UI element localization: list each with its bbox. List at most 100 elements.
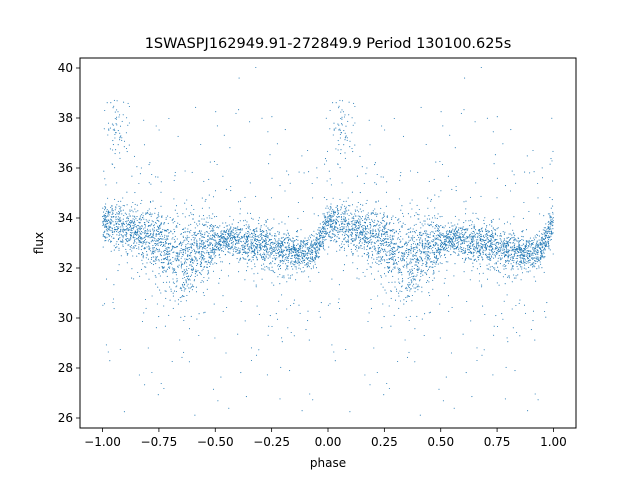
data-point bbox=[383, 251, 385, 253]
data-point bbox=[326, 150, 329, 152]
data-point bbox=[439, 243, 442, 245]
data-point bbox=[508, 275, 510, 277]
data-point bbox=[348, 223, 350, 225]
data-point bbox=[521, 252, 523, 254]
data-point bbox=[322, 221, 324, 223]
data-point bbox=[219, 243, 221, 246]
data-point bbox=[336, 205, 338, 207]
data-point bbox=[144, 247, 146, 249]
data-point bbox=[191, 289, 193, 291]
data-point bbox=[346, 210, 348, 212]
data-point bbox=[473, 227, 475, 229]
data-point bbox=[535, 280, 537, 282]
data-point bbox=[197, 251, 199, 253]
data-point bbox=[472, 245, 474, 247]
data-point bbox=[364, 227, 367, 229]
data-point bbox=[449, 134, 451, 136]
data-point bbox=[489, 269, 491, 271]
data-point bbox=[504, 250, 506, 252]
data-point bbox=[248, 225, 250, 228]
data-point bbox=[279, 260, 281, 262]
data-point bbox=[290, 249, 293, 251]
data-point bbox=[132, 237, 134, 239]
data-point bbox=[530, 253, 532, 255]
data-point bbox=[274, 242, 276, 244]
data-point bbox=[369, 240, 371, 242]
data-point bbox=[263, 254, 265, 256]
data-point bbox=[186, 255, 188, 257]
data-point bbox=[306, 263, 308, 266]
data-point bbox=[115, 213, 117, 216]
data-point bbox=[148, 219, 150, 221]
data-point bbox=[203, 276, 205, 279]
data-point bbox=[344, 132, 346, 134]
data-point bbox=[228, 230, 230, 232]
data-point bbox=[353, 240, 355, 242]
data-point bbox=[368, 312, 370, 314]
data-point bbox=[468, 240, 470, 242]
data-point bbox=[399, 220, 401, 223]
data-point bbox=[378, 232, 380, 234]
data-point bbox=[106, 102, 108, 104]
data-point bbox=[367, 232, 369, 234]
data-point bbox=[134, 216, 136, 218]
data-point bbox=[351, 191, 353, 193]
data-point bbox=[448, 242, 450, 244]
data-point bbox=[299, 262, 301, 264]
data-point bbox=[135, 218, 137, 220]
data-point bbox=[524, 258, 526, 260]
data-point bbox=[286, 246, 288, 248]
data-point bbox=[355, 247, 358, 249]
data-point bbox=[399, 290, 401, 292]
data-point bbox=[312, 197, 314, 199]
data-point bbox=[377, 270, 379, 272]
data-point bbox=[325, 207, 327, 209]
data-point bbox=[112, 210, 114, 212]
data-point bbox=[386, 251, 388, 253]
data-point bbox=[541, 239, 543, 241]
data-point bbox=[381, 235, 383, 237]
data-point bbox=[197, 248, 199, 250]
data-point bbox=[482, 252, 484, 254]
data-point bbox=[332, 215, 334, 217]
data-point bbox=[456, 236, 458, 239]
data-point bbox=[114, 153, 116, 155]
data-point bbox=[463, 261, 465, 263]
data-point bbox=[137, 230, 139, 232]
data-point bbox=[191, 213, 193, 215]
data-point bbox=[297, 201, 299, 204]
data-point bbox=[222, 246, 224, 248]
data-point bbox=[429, 246, 431, 248]
data-point bbox=[239, 257, 241, 259]
data-point bbox=[398, 268, 400, 270]
data-point bbox=[314, 263, 316, 265]
data-point bbox=[355, 237, 357, 239]
data-point bbox=[517, 240, 519, 242]
data-point bbox=[397, 278, 399, 280]
data-point bbox=[457, 242, 460, 244]
data-point bbox=[537, 243, 539, 245]
data-point bbox=[499, 257, 501, 259]
data-point bbox=[341, 226, 343, 228]
data-point bbox=[295, 248, 297, 250]
data-point bbox=[177, 265, 179, 267]
data-point bbox=[190, 283, 192, 285]
data-point bbox=[235, 247, 237, 249]
data-point bbox=[278, 233, 280, 235]
data-point bbox=[432, 221, 435, 223]
data-point bbox=[283, 240, 285, 242]
data-point bbox=[156, 243, 158, 245]
data-point bbox=[119, 114, 121, 116]
data-point bbox=[214, 262, 216, 264]
data-point bbox=[548, 227, 550, 229]
data-point bbox=[432, 244, 434, 246]
data-point bbox=[411, 294, 413, 297]
data-point bbox=[376, 258, 378, 260]
data-point bbox=[152, 245, 154, 247]
data-point bbox=[125, 213, 127, 215]
data-point bbox=[496, 228, 498, 230]
data-point bbox=[171, 248, 173, 251]
data-point bbox=[427, 239, 429, 242]
data-point bbox=[263, 252, 265, 254]
data-point bbox=[136, 234, 138, 236]
